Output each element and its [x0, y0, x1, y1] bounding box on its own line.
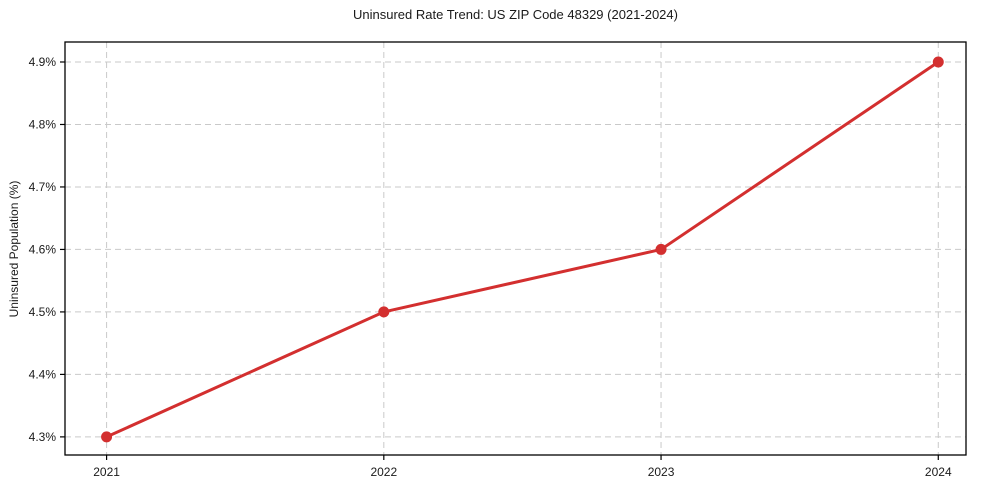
y-tick-label: 4.6% [29, 242, 57, 256]
data-point-marker [101, 431, 113, 443]
y-tick-label: 4.9% [29, 55, 57, 69]
y-tick-label: 4.5% [29, 305, 57, 319]
trend-line [105, 60, 940, 439]
y-tick-label: 4.7% [29, 180, 57, 194]
x-tick-label: 2024 [925, 465, 952, 479]
data-point-marker [378, 306, 390, 318]
x-tick-label: 2022 [370, 465, 397, 479]
y-tick-label: 4.8% [29, 117, 57, 131]
y-tick-label: 4.4% [29, 367, 57, 381]
x-tick-label: 2023 [648, 465, 675, 479]
chart-title: Uninsured Rate Trend: US ZIP Code 48329 … [353, 7, 678, 22]
y-tick-label: 4.3% [29, 430, 57, 444]
data-point-marker [932, 56, 944, 68]
data-point-marker [655, 243, 667, 255]
plot-border [64, 41, 967, 456]
x-tick-label: 2021 [93, 465, 120, 479]
